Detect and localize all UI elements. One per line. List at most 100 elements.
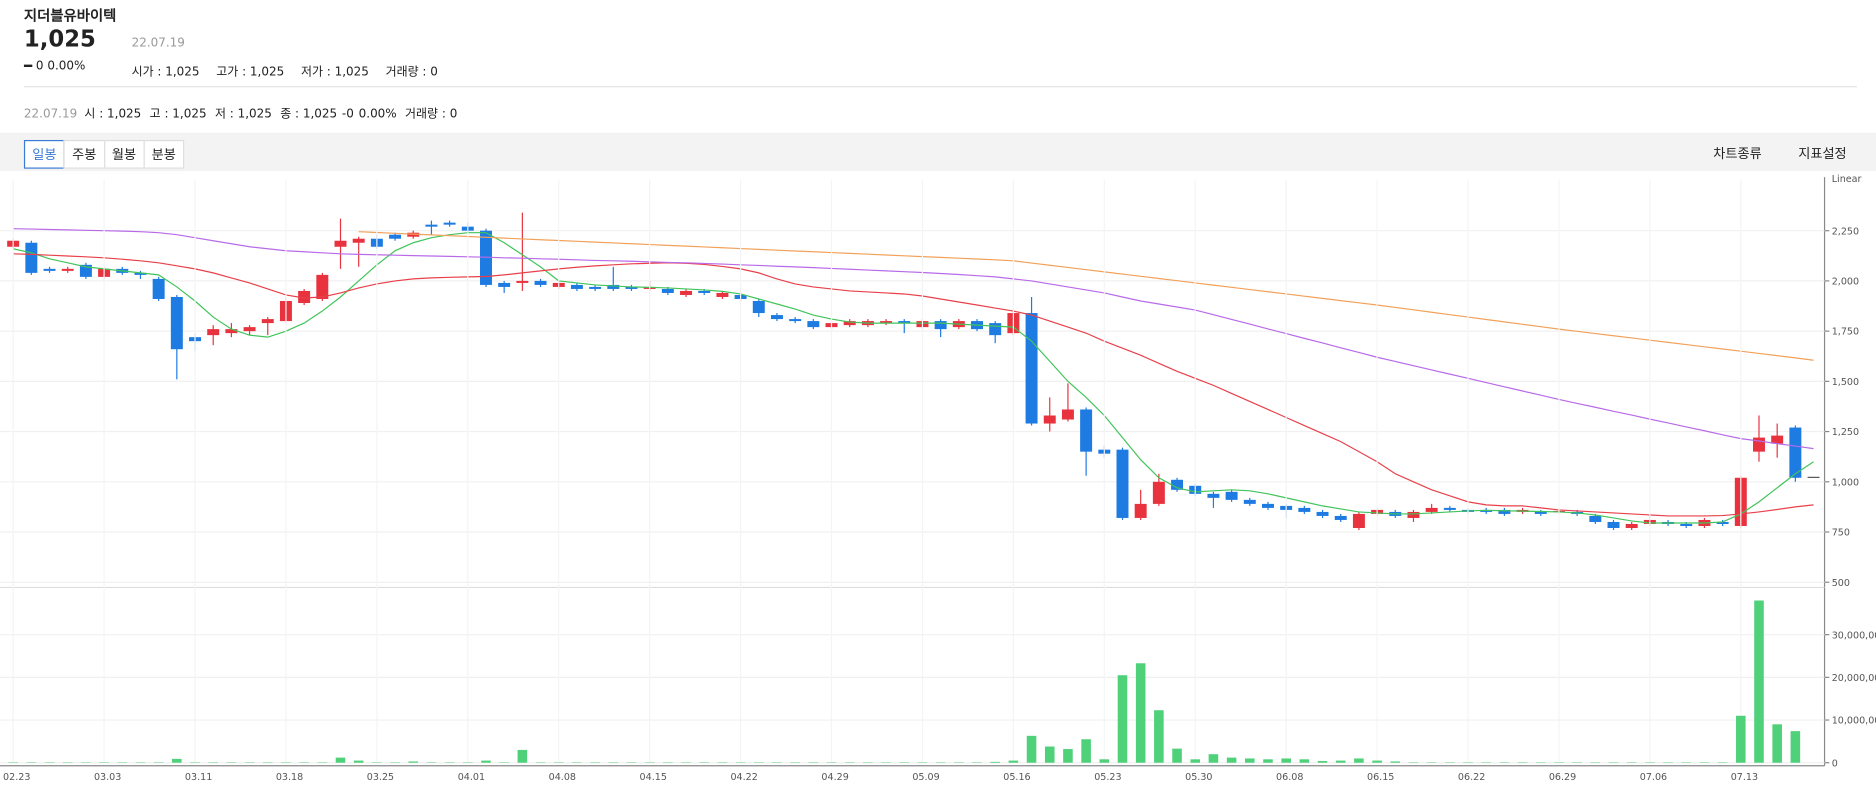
indicator-menu[interactable]: 지표설정 [1798,145,1847,162]
tab[interactable]: 일봉 [23,139,65,169]
candle-body [1116,449,1129,518]
volume-bar [1335,760,1346,763]
stock-name: 지더블유바이텍 [23,7,117,24]
moving-average [13,228,1814,450]
candle-body [316,274,329,299]
candle-body [425,224,438,227]
candle-body [752,300,765,314]
volume-bar [1354,758,1364,763]
candle-body [989,323,1002,336]
candle-body [589,286,602,289]
x-tick-label: 03.11 [185,772,212,783]
candle-body [207,329,220,336]
volume-bar [1026,735,1037,763]
candle-body [443,222,456,225]
info-item: 0.00% [358,107,397,121]
candle-body [25,242,38,273]
volume-bar [1008,760,1019,763]
info-item: 거래량 : 0 [405,107,458,121]
candle-body [1207,493,1220,498]
candle-body [1225,491,1238,500]
candle-body [934,321,947,330]
volume-bar [1190,759,1201,763]
candle-body [170,296,183,350]
volume-bar [1154,710,1164,763]
volume-bar [1390,761,1401,763]
volume-bar [1099,759,1110,763]
price: 1,025 [23,26,96,53]
volume-bar [990,761,1000,763]
stat: 고가 : 1,025 [216,65,285,79]
candle-body [1716,521,1729,524]
candle-body [1080,409,1093,452]
x-tick-label: 03.18 [276,772,303,783]
y-tick-label: 1,750 [1832,327,1859,338]
volume-bar [1245,758,1255,763]
volume-bar [172,758,182,763]
candle-body [698,290,711,293]
stat: 거래량 : 0 [385,65,438,79]
scale-label: Linear [1832,174,1862,185]
candle-body [1298,507,1311,512]
y-tick-label: 1,000 [1832,477,1859,488]
candle-body [498,282,511,287]
y-tick-label: 750 [1832,528,1850,539]
x-tick-label: 03.25 [367,772,394,783]
x-tick-label: 04.29 [821,772,848,783]
volume-bar [517,749,528,763]
x-tick-label: 05.30 [1185,772,1212,783]
candle-body [1171,479,1184,490]
x-tick-label: 06.15 [1367,772,1394,783]
x-tick-label: 06.08 [1276,772,1303,783]
candle-body [1134,503,1147,518]
candle-body [1498,509,1511,514]
info-item: 시 : 1,025 [84,107,142,121]
change-pct: 0.00% [47,59,86,73]
candle-body [243,327,256,332]
info-item: -0 [341,107,354,121]
volume-bar [1772,724,1782,763]
volume-bar [1754,600,1764,763]
chart-type-menu[interactable]: 차트종류 [1713,145,1762,162]
info-item: 종 : 1,025 [280,107,338,121]
y-tick-label: 10,000,000 [1832,716,1876,727]
toolbar: 일봉 주봉 월봉 분봉 차트종류 지표설정 [0,132,1876,172]
candle-body [1152,481,1165,504]
tab[interactable]: 주봉 [63,139,105,169]
volume-bar [408,761,419,763]
divider [23,86,1857,88]
candle-body [1043,415,1056,424]
x-tick-label: 05.23 [1094,772,1121,783]
candle-body [607,284,620,289]
candle-body [1407,511,1420,518]
stats: 시가 : 1,025 고가 : 1,025 저가 : 1,025 거래량 : 0 [132,61,438,79]
candle-body [1334,515,1347,520]
tab[interactable]: 월봉 [103,139,145,169]
info-item: 고 : 1,025 [149,107,207,121]
y-tick-label: 2,000 [1832,276,1859,287]
candle-body [1261,503,1274,508]
x-tick-label: 04.15 [640,772,667,783]
volume-bar [1135,663,1146,763]
volume-bar [1081,739,1091,763]
volume-bar [1317,761,1328,763]
volume-bar [1299,759,1310,763]
candle-body [1061,409,1074,420]
candle-body [1316,511,1329,516]
y-tick-label: 1,250 [1832,427,1859,438]
x-tick-label: 03.03 [94,772,121,783]
candle-body [43,268,56,271]
x-tick-label: 04.01 [458,772,485,783]
x-tick-label: 06.29 [1549,772,1576,783]
tab[interactable]: 분봉 [143,139,185,169]
moving-average [13,253,1814,517]
moving-average [13,232,1814,524]
change: 0 0.00% [23,59,86,73]
candle-body [1534,511,1547,514]
volume-bar [1790,731,1801,763]
candle-body [1625,523,1638,528]
tabs: 일봉 주봉 월봉 분봉 [23,139,185,169]
volume-bar [1117,675,1128,763]
candle-body [261,319,274,324]
